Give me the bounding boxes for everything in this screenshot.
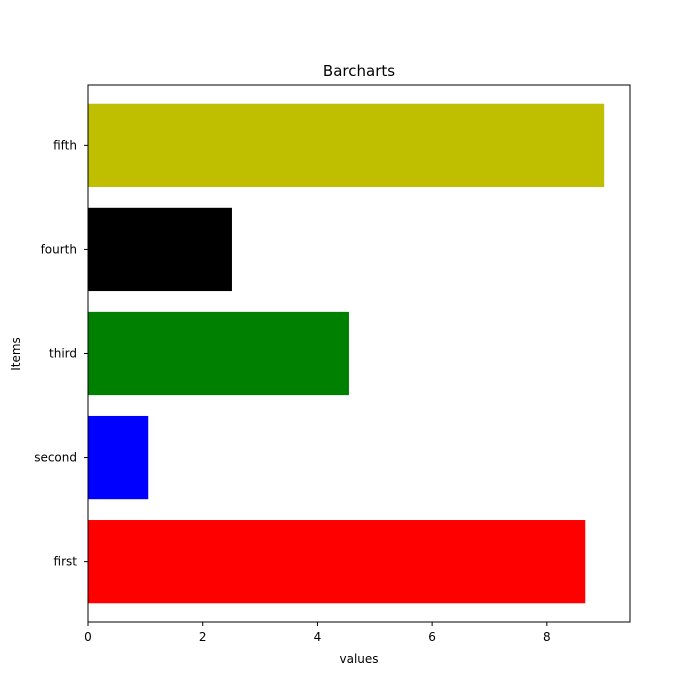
bar-fourth: [88, 207, 232, 292]
y-tick-label-second: second: [34, 451, 77, 465]
x-tick-label: 8: [543, 630, 551, 644]
bar-first: [88, 520, 586, 604]
y-tick-label-third: third: [49, 347, 77, 361]
bar-second: [88, 415, 149, 500]
bar-third: [88, 311, 349, 396]
x-tick-label: 0: [84, 630, 92, 644]
y-tick-label-first: first: [54, 555, 78, 569]
y-axis-label: Items: [9, 337, 23, 371]
y-tick-label-fifth: fifth: [53, 138, 77, 152]
chart-title: Barcharts: [323, 62, 395, 80]
bar-fifth: [88, 103, 605, 187]
x-tick-label: 4: [314, 630, 322, 644]
y-tick-label-fourth: fourth: [41, 242, 77, 256]
x-axis-label: values: [339, 652, 378, 666]
x-tick-label: 2: [199, 630, 207, 644]
bars-layer: [88, 103, 605, 604]
x-tick-label: 6: [428, 630, 436, 644]
y-axis-ticks: first second third fourth fifth: [34, 138, 88, 569]
x-axis-ticks: 0 2 4 6 8: [84, 622, 551, 644]
